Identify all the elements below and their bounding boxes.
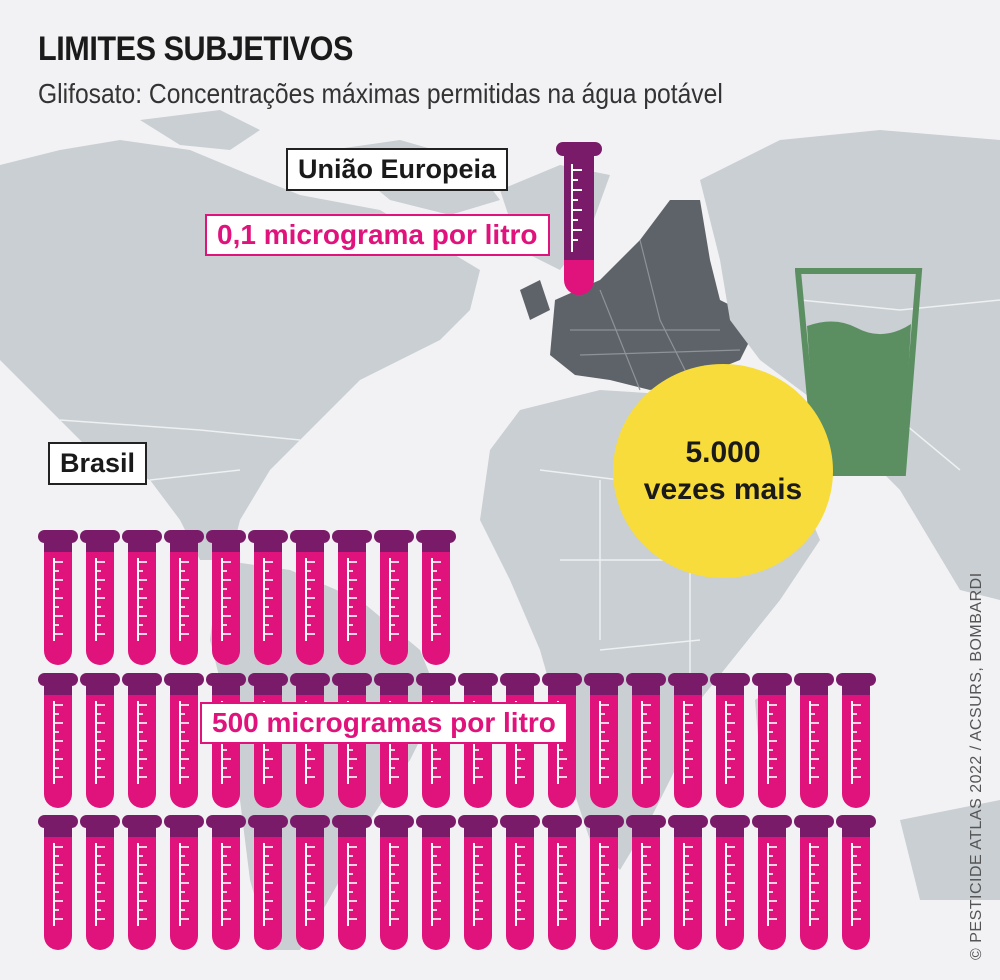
test-tube-icon [836, 815, 876, 950]
test-tube-icon [668, 673, 708, 808]
test-tube-icon [38, 815, 78, 950]
test-tube-icon [584, 815, 624, 950]
test-tube-icon [668, 815, 708, 950]
test-tube-icon [626, 673, 666, 808]
test-tube-icon [458, 815, 498, 950]
test-tube-icon [500, 815, 540, 950]
test-tube-icon [80, 530, 120, 665]
test-tube-icon [626, 815, 666, 950]
test-tube-icon [752, 815, 792, 950]
test-tube-icon [584, 673, 624, 808]
chart-subtitle: Glifosato: Concentrações máximas permiti… [38, 78, 723, 109]
test-tube-icon [80, 673, 120, 808]
brasil-value-label: 500 microgramas por litro [200, 702, 568, 744]
test-tube-icon [416, 530, 456, 665]
test-tube-icon [556, 142, 602, 295]
test-tube-icon [206, 530, 246, 665]
test-tube-icon [164, 815, 204, 950]
comparison-circle: 5.000 vezes mais [613, 364, 833, 578]
test-tube-icon [332, 815, 372, 950]
test-tube-icon [38, 530, 78, 665]
test-tube-icon [710, 673, 750, 808]
test-tube-icon [122, 530, 162, 665]
test-tube-icon [416, 815, 456, 950]
test-tube-icon [206, 815, 246, 950]
eu-label: União Europeia [286, 148, 509, 191]
comparison-text: vezes mais [643, 473, 803, 506]
eu-value-label: 0,1 micrograma por litro [205, 214, 550, 256]
brasil-label: Brasil [48, 442, 148, 485]
test-tube-icon [836, 673, 876, 808]
test-tube-icon [248, 530, 288, 665]
test-tube-icon [374, 530, 414, 665]
test-tube-icon [290, 815, 330, 950]
credit-text: © PESTICIDE ATLAS 2022 / ACSURS, BOMBARD… [968, 572, 985, 960]
comparison-value: 5.000 [685, 435, 761, 469]
test-tube-icon [794, 673, 834, 808]
test-tube-icon [752, 673, 792, 808]
test-tube-icon [122, 815, 162, 950]
test-tube-icon [248, 815, 288, 950]
test-tube-icon [794, 815, 834, 950]
test-tube-icon [542, 815, 582, 950]
test-tube-icon [290, 530, 330, 665]
test-tube-icon [38, 673, 78, 808]
eu-tube [556, 142, 602, 295]
test-tube-icon [332, 530, 372, 665]
test-tube-icon [80, 815, 120, 950]
test-tube-icon [164, 673, 204, 808]
chart-title: LIMITES SUBJETIVOS [38, 30, 353, 68]
test-tube-icon [710, 815, 750, 950]
test-tube-icon [122, 673, 162, 808]
test-tube-icon [374, 815, 414, 950]
test-tube-icon [164, 530, 204, 665]
europe-shape [550, 200, 760, 390]
